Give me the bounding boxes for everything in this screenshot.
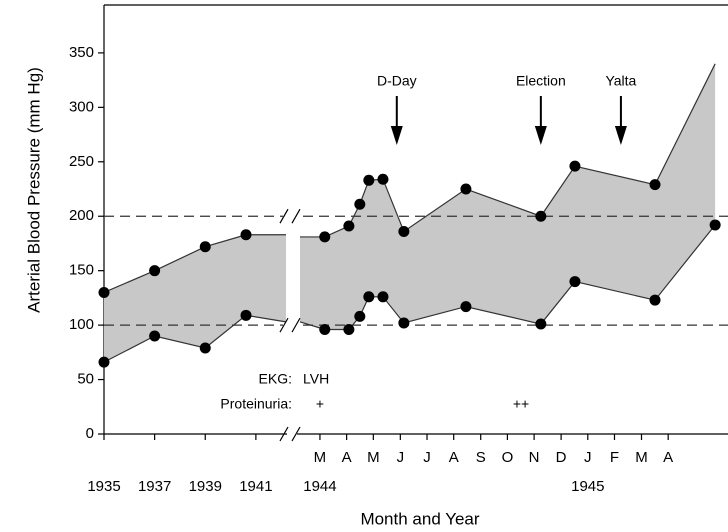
break-mark: [279, 426, 289, 442]
x-tick-label: A: [663, 449, 673, 466]
event-arrowhead: [614, 126, 627, 145]
y-tick-label: 350: [69, 44, 94, 61]
point: [149, 265, 161, 277]
event-label: D-Day: [377, 73, 417, 89]
event-label: Election: [516, 73, 566, 89]
point: [377, 291, 389, 303]
point: [98, 286, 110, 298]
point: [709, 219, 721, 231]
finding-value: +: [316, 396, 324, 412]
y-tick-label: 50: [77, 371, 94, 388]
point: [569, 160, 581, 172]
break-mark: [279, 208, 289, 224]
event-arrowhead: [534, 126, 547, 145]
point: [240, 309, 252, 321]
x-axis-label: Month and Year: [360, 509, 479, 528]
x-tick-label: 1935: [87, 478, 120, 495]
point: [535, 318, 547, 330]
x-tick-label: N: [529, 449, 540, 466]
break-mark: [291, 426, 301, 442]
point: [363, 291, 375, 303]
x-tick-label: J: [584, 449, 592, 466]
y-tick-label: 250: [69, 153, 94, 170]
point: [199, 342, 211, 354]
x-tick-label: 1939: [189, 478, 222, 495]
point: [354, 198, 366, 210]
point: [460, 183, 472, 195]
finding-label: EKG:: [259, 371, 292, 387]
break-mark: [291, 208, 301, 224]
finding-value: ++: [513, 396, 529, 412]
year-label: 1944: [303, 478, 336, 495]
break-mark: [291, 317, 301, 333]
point: [199, 241, 211, 253]
finding-label: Proteinuria:: [220, 396, 292, 412]
x-tick-label: D: [556, 449, 567, 466]
x-tick-label: O: [502, 449, 514, 466]
point: [460, 301, 472, 313]
point: [398, 225, 410, 237]
point: [377, 173, 389, 185]
point: [398, 317, 410, 329]
point: [319, 231, 331, 243]
x-tick-label: F: [610, 449, 619, 466]
y-tick-label: 100: [69, 316, 94, 333]
x-tick-label: 1941: [239, 478, 272, 495]
x-tick-label: A: [342, 449, 352, 466]
event-arrowhead: [390, 126, 403, 145]
point: [649, 294, 661, 306]
y-tick-label: 0: [86, 425, 94, 442]
point: [240, 229, 252, 241]
x-tick-label: J: [397, 449, 405, 466]
y-tick-label: 150: [69, 262, 94, 279]
point: [535, 210, 547, 222]
x-tick-label: A: [449, 449, 459, 466]
event-label: Yalta: [605, 73, 636, 89]
x-tick-label: J: [423, 449, 431, 466]
x-tick-label: M: [314, 449, 327, 466]
finding-value: LVH: [303, 371, 329, 387]
point: [363, 174, 375, 186]
x-tick-label: M: [635, 449, 648, 466]
point: [649, 179, 661, 191]
band: [300, 63, 716, 330]
point: [319, 323, 331, 335]
point: [569, 276, 581, 288]
point: [343, 220, 355, 232]
x-tick-label: S: [476, 449, 486, 466]
y-tick-label: 300: [69, 98, 94, 115]
y-axis-label: Arterial Blood Pressure (mm Hg): [24, 67, 43, 313]
point: [98, 356, 110, 368]
point: [354, 310, 366, 322]
break-mark: [279, 317, 289, 333]
y-tick-label: 200: [69, 207, 94, 224]
point: [149, 330, 161, 342]
x-tick-label: 1937: [138, 478, 171, 495]
year-label: 1945: [571, 478, 604, 495]
point: [343, 323, 355, 335]
band: [104, 234, 286, 363]
x-tick-label: M: [367, 449, 380, 466]
